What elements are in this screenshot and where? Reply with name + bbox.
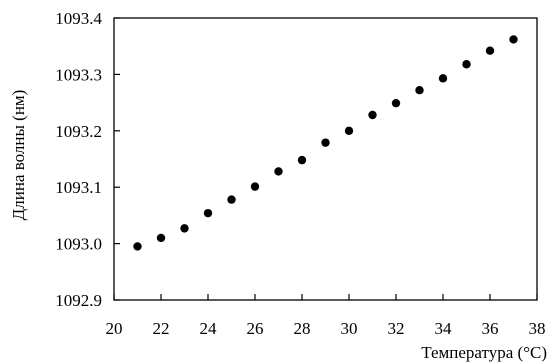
y-tick-label: 1093.0 xyxy=(55,235,102,254)
data-point xyxy=(438,74,448,83)
data-point xyxy=(297,155,307,165)
y-tick-label: 1093.4 xyxy=(55,9,102,28)
data-point xyxy=(156,233,166,243)
data-point xyxy=(133,242,142,251)
data-point xyxy=(462,60,471,69)
x-tick-label: 22 xyxy=(153,319,170,338)
plot-frame xyxy=(113,17,538,301)
x-tick-label: 38 xyxy=(529,319,546,338)
y-tick-label: 1093.2 xyxy=(55,122,102,141)
x-tick-label: 24 xyxy=(200,319,218,338)
data-point xyxy=(368,110,377,120)
y-tick-label: 1093.3 xyxy=(55,65,102,84)
x-tick-label: 30 xyxy=(341,319,358,338)
x-axis-title: Температура (°C) xyxy=(421,343,547,362)
data-point xyxy=(250,182,260,191)
data-point xyxy=(344,126,354,135)
x-axis: 20 22 24 26 28 30 32 34 36 38 xyxy=(106,294,546,338)
data-point xyxy=(485,46,495,55)
x-tick-label: 28 xyxy=(294,319,311,338)
data-point xyxy=(274,167,283,176)
x-tick-label: 32 xyxy=(388,319,405,338)
data-point xyxy=(509,35,518,44)
y-axis: 1092.9 1093.0 1093.1 1093.2 1093.3 1093.4 xyxy=(55,9,120,310)
data-point xyxy=(321,138,330,147)
data-point xyxy=(203,208,213,218)
x-tick-label: 36 xyxy=(482,319,499,338)
x-tick-label: 20 xyxy=(106,319,123,338)
y-tick-label: 1092.9 xyxy=(55,291,102,310)
data-point xyxy=(415,85,424,95)
data-point xyxy=(391,98,401,108)
data-point xyxy=(180,224,189,233)
y-tick-label: 1093.1 xyxy=(55,178,102,197)
y-axis-title: Длина волны (нм) xyxy=(9,90,28,221)
data-point xyxy=(227,195,236,204)
x-tick-label: 26 xyxy=(247,319,264,338)
x-tick-label: 34 xyxy=(435,319,453,338)
data-points xyxy=(133,35,518,251)
